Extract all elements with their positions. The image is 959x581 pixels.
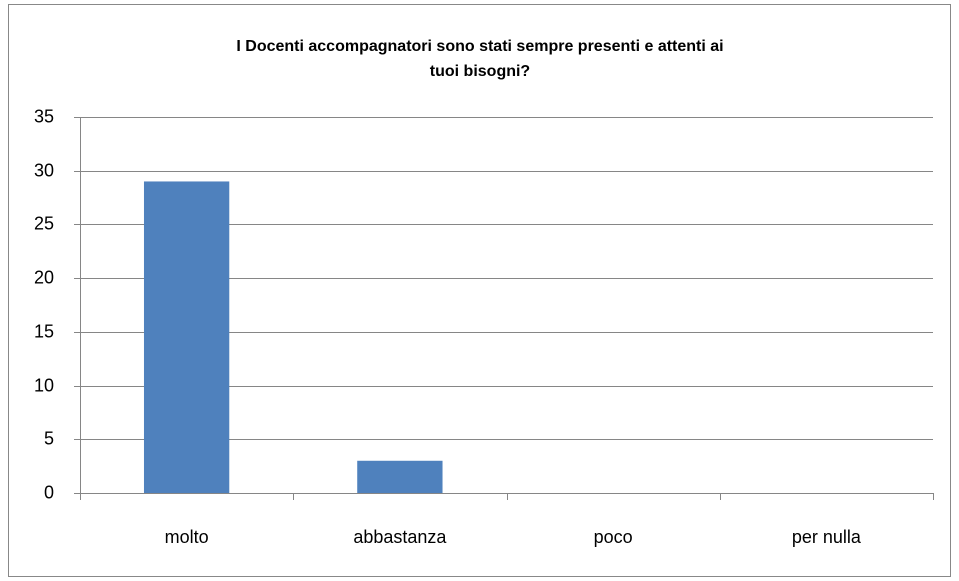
y-tick-label: 25 (34, 213, 54, 233)
x-tick-label: abbastanza (353, 527, 447, 547)
bar (357, 460, 443, 493)
y-tick-label: 20 (34, 267, 54, 287)
chart-title: I Docenti accompagnatori sono stati semp… (236, 38, 724, 80)
x-tick-label: per nulla (792, 527, 862, 547)
bar (143, 181, 230, 493)
y-tick-label: 5 (44, 428, 54, 448)
y-tick-label: 35 (34, 106, 54, 126)
y-tick-label: 10 (34, 375, 54, 395)
x-tick-label: poco (594, 527, 633, 547)
y-tick-label: 0 (44, 482, 54, 502)
x-tick-label: molto (165, 527, 209, 547)
y-tick-label: 30 (34, 160, 54, 180)
y-tick-label: 15 (34, 321, 54, 341)
